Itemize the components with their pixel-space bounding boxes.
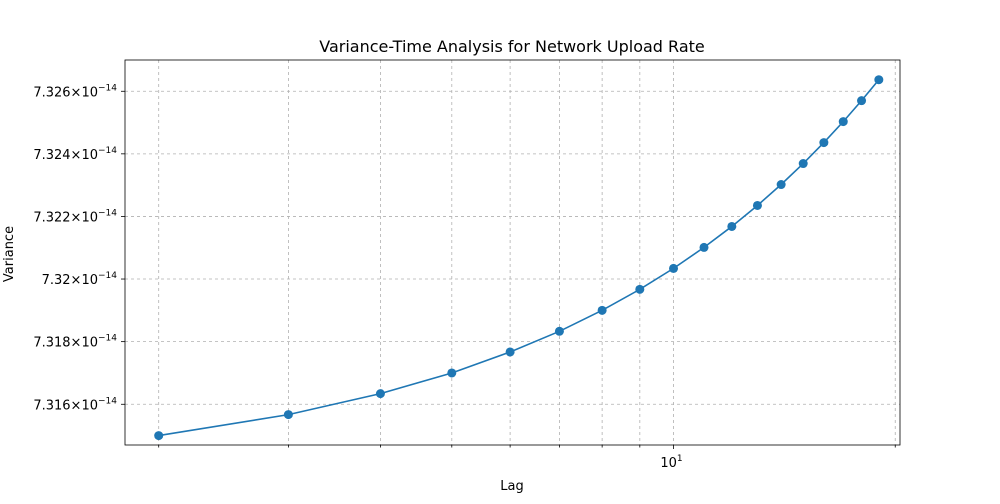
data-point <box>699 242 709 252</box>
data-point <box>669 263 679 273</box>
data-point <box>597 305 607 315</box>
y-tick-label: 7.318×10−14 <box>33 334 117 351</box>
data-point <box>154 431 164 441</box>
axes-layer: 7.316×10−14 7.318×10−14 7.32×10−14 7.322×10… <box>33 59 901 471</box>
data-point <box>283 410 293 420</box>
data-point <box>505 347 515 357</box>
y-axis-label: Variance <box>2 226 17 282</box>
data-point <box>874 75 884 85</box>
data-point <box>819 138 829 148</box>
grid-layer <box>125 60 900 445</box>
series-layer <box>154 75 884 441</box>
y-tick-label: 7.326×10−14 <box>33 83 117 100</box>
y-tick-label: 7.324×10−14 <box>33 146 117 163</box>
y-tick-label: 7.316×10−14 <box>33 396 117 413</box>
label-layer: Variance-Time Analysis for Network Uploa… <box>2 37 705 494</box>
data-point <box>635 284 645 294</box>
data-point <box>375 389 385 399</box>
data-point <box>752 200 762 210</box>
data-point <box>554 326 564 336</box>
data-point <box>838 117 848 127</box>
y-tick-label: 7.32×10−14 <box>42 271 118 288</box>
series-line <box>158 79 880 437</box>
data-point <box>857 96 867 106</box>
chart-title: Variance-Time Analysis for Network Uploa… <box>319 37 704 56</box>
plot-frame <box>124 59 901 446</box>
x-axis-label: Lag <box>500 479 523 494</box>
data-point <box>798 159 808 169</box>
x-tick-label: 101 <box>660 454 682 471</box>
data-point <box>447 368 457 378</box>
data-point <box>776 180 786 190</box>
y-tick-label: 7.322×10−14 <box>33 208 117 225</box>
data-point <box>727 221 737 231</box>
